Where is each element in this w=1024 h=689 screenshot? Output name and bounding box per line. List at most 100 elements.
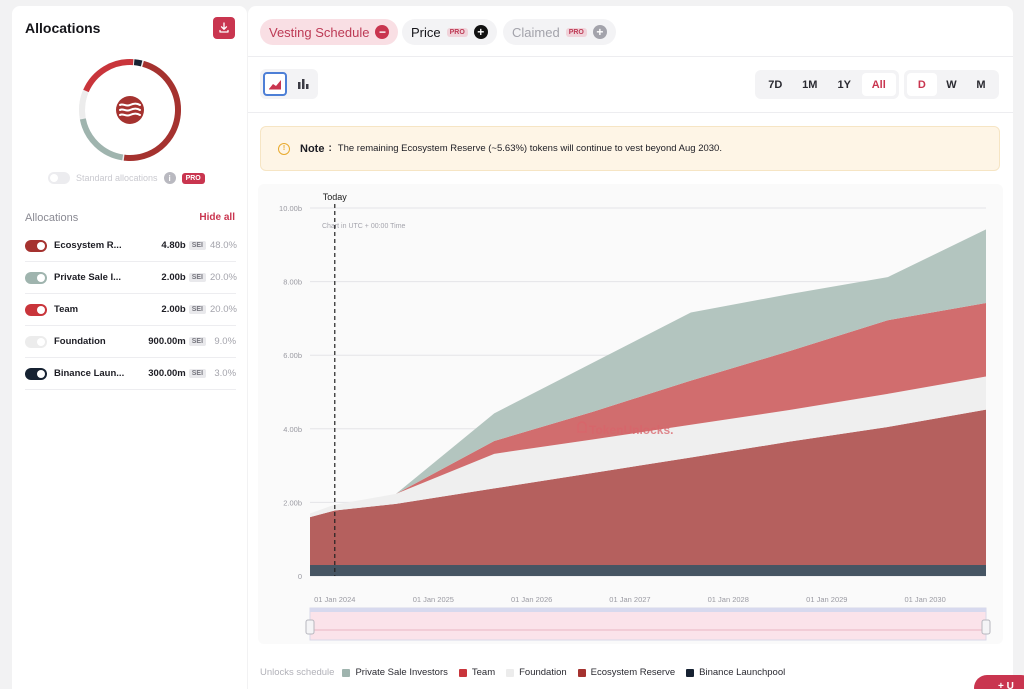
legend-swatch [458,668,467,677]
y-tick-label: 10.00b [279,204,302,213]
standard-allocations-label: Standard allocations [76,173,158,183]
sei-logo-icon [116,96,144,124]
legend-item-foundation[interactable]: Foundation [506,667,567,678]
note-text: The remaining Ecosystem Reserve (~5.63%)… [337,143,722,154]
allocations-panel: Allocations Standard allocations i PRO A… [12,6,247,689]
allocation-row-ecosystem-reserve[interactable]: Ecosystem R... 4.80b SEI 48.0% [25,230,237,262]
legend-label: Team [471,667,496,678]
allocation-amount: 300.00m [148,368,186,379]
area-series-ecosystem-reserve[interactable] [310,409,986,565]
allocation-row-binance-launchpool[interactable]: Binance Laun... 300.00m SEI 3.0% [25,358,236,390]
legend-item-private-sale[interactable]: Private Sale Investors [342,667,448,678]
divider [248,56,1013,57]
range-all[interactable]: All [861,73,896,96]
allocation-donut-chart[interactable] [74,54,186,166]
allocation-name: Team [54,304,79,315]
allocation-percent: 9.0% [214,336,237,347]
allocation-toggle[interactable] [25,303,47,316]
legend-swatch [342,668,351,677]
info-icon[interactable]: i [163,172,176,184]
navigator-top-bar [310,608,986,612]
legend-label: Private Sale Investors [355,667,448,678]
donut-segment[interactable] [78,58,182,162]
allocations-header: Allocations Hide all [25,212,235,224]
x-tick-label: 01 Jan 2027 [609,595,650,604]
token-unit-badge: SEI [188,337,207,346]
navigator-right-handle[interactable] [981,619,991,635]
token-unit-badge: SEI [188,305,206,314]
download-icon [219,22,229,33]
watermark-text: TokenUnlocks. [589,423,673,437]
allocation-list: Ecosystem R... 4.80b SEI 48.0% Private S… [25,230,237,390]
legend-label: Ecosystem Reserve [590,667,676,678]
minus-icon[interactable]: − [375,25,390,39]
allocations-title: Allocations [25,20,101,36]
range-7d[interactable]: 7D [768,78,783,91]
navigator-left-handle[interactable] [305,619,315,635]
tab-label: Vesting Schedule [269,24,370,40]
download-button[interactable] [213,17,235,39]
y-tick-label: 6.00b [283,351,302,360]
donut-segment[interactable] [78,58,182,162]
token-unit-badge: SEI [188,369,207,378]
floating-action-button[interactable]: + U [974,675,1024,689]
hide-all-link[interactable]: Hide all [199,212,235,223]
allocation-toggle[interactable] [25,335,47,348]
legend-item-team[interactable]: Team [458,667,496,678]
range-navigator[interactable] [309,607,987,641]
allocation-toggle[interactable] [25,271,47,284]
granularity-month[interactable]: M [976,78,986,91]
area-series-private-sale-investors[interactable] [310,229,986,514]
tab-vesting-schedule[interactable]: Vesting Schedule − [260,19,399,45]
tab-claimed[interactable]: Claimed PRO + [503,19,616,45]
tokenunlocks-watermark: TokenUnlocks. [577,421,673,437]
range-1y[interactable]: 1Y [837,78,851,91]
allocation-toggle[interactable] [25,367,47,380]
bar-chart-button[interactable] [291,72,315,96]
chart-view-toggle [260,69,318,99]
granularity-day[interactable]: D [907,73,937,96]
token-unit-badge: SEI [188,273,206,282]
legend-label: Foundation [519,667,567,678]
y-tick-label: 0 [298,572,302,581]
granularity-week[interactable]: W [946,78,957,91]
area-chart-icon [269,80,281,90]
standard-allocations-row: Standard allocations i PRO [48,172,205,184]
y-tick-label: 4.00b [283,425,302,434]
token-unit-badge: SEI [188,241,206,250]
legend-swatch [577,668,586,677]
area-series-binance-launchpool[interactable] [310,564,986,576]
legend-item-ecosystem-reserve[interactable]: Ecosystem Reserve [577,667,676,678]
allocation-amount: 2.00b [161,304,186,315]
x-tick-label: 01 Jan 2030 [904,595,945,604]
standard-allocations-toggle[interactable] [48,172,70,184]
plus-icon[interactable]: + [473,25,488,39]
area-series-foundation[interactable] [310,376,986,518]
y-tick-label: 8.00b [283,278,302,287]
allocation-name: Binance Laun... [54,368,124,379]
main-panel: Vesting Schedule − Price PRO + Claimed P… [248,6,1013,689]
plus-icon[interactable]: + [592,25,607,39]
area-series-team[interactable] [310,302,986,514]
area-chart-button[interactable] [263,72,287,96]
pro-badge: PRO [565,27,587,37]
tab-label: Claimed [512,24,560,40]
allocation-row-private-sale[interactable]: Private Sale I... 2.00b SEI 20.0% [25,262,237,294]
divider [248,112,1013,113]
allocation-row-team[interactable]: Team 2.00b SEI 20.0% [25,294,237,326]
vesting-chart-area[interactable]: 0 2.00b 4.00b 6.00b 8.00b 10.00b Chart in UTC … [258,184,1003,644]
x-tick-label: 01 Jan 2024 [314,595,355,604]
lock-icon [577,421,587,433]
allocation-row-foundation[interactable]: Foundation 900.00m SEI 9.0% [25,326,236,358]
x-tick-label: 01 Jan 2028 [708,595,749,604]
legend-item-binance-launchpool[interactable]: Binance Launchpool [686,667,785,678]
legend-swatch [506,668,515,677]
note-separator: : [328,143,332,154]
allocation-percent: 48.0% [210,240,237,251]
tab-price[interactable]: Price PRO + [402,19,497,45]
vesting-schedule-chart[interactable]: 0 2.00b 4.00b 6.00b 8.00b 10.00b Chart in UTC … [258,184,1003,644]
allocation-toggle[interactable] [25,239,47,252]
allocation-percent: 3.0% [214,368,237,379]
range-1m[interactable]: 1M [802,78,818,91]
allocation-percent: 20.0% [210,272,237,283]
